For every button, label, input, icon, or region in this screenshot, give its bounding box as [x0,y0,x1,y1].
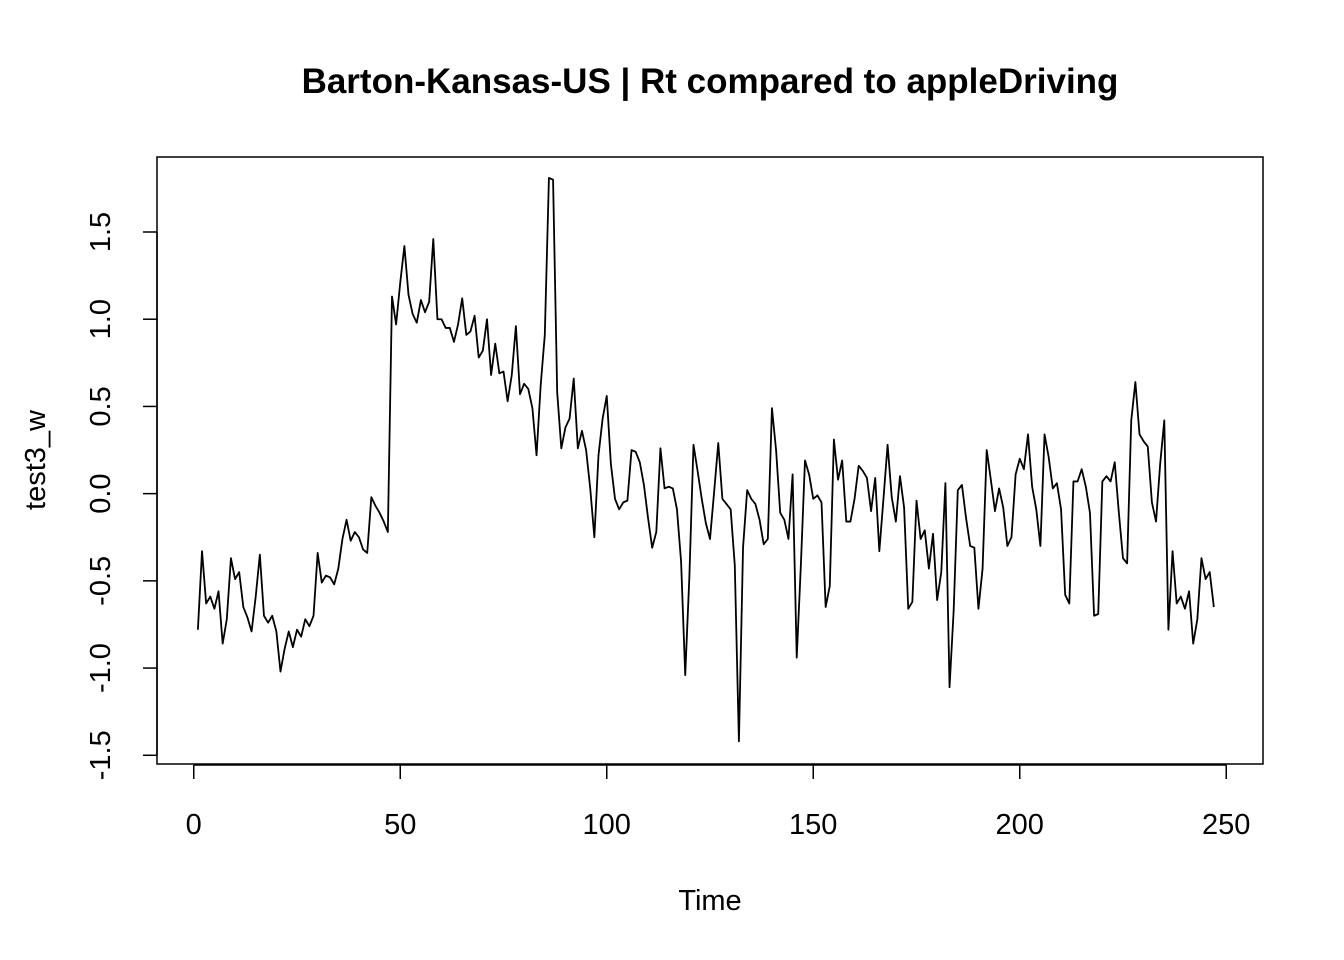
x-axis-title: Time [678,885,741,917]
x-tick-label: 200 [996,809,1044,841]
y-axis: -1.5 -1.0 -0.5 0.0 0.5 1.0 1.5 [85,212,158,780]
plot-area-border [156,156,1264,765]
x-tick-label: 50 [384,809,416,841]
x-tick-label: 0 [186,809,202,841]
series-line [196,177,1215,743]
y-tick-label: -1.0 [85,643,117,693]
chart-title: Barton-Kansas-US | Rt compared to appleD… [302,62,1119,101]
y-tick-label: -1.5 [85,730,117,780]
x-tick-label: 250 [1202,809,1250,841]
y-tick-label: 0.0 [85,473,117,513]
x-tick-label: 100 [583,809,631,841]
x-tick-label: 150 [789,809,837,841]
y-tick-label: 1.0 [85,299,117,339]
y-tick-label: 0.5 [85,386,117,426]
y-axis-title: test3_w [20,409,52,510]
y-tick-label: -0.5 [85,556,117,606]
x-axis: 0 50 100 150 200 250 [186,764,1250,841]
y-tick-label: 1.5 [85,212,117,252]
